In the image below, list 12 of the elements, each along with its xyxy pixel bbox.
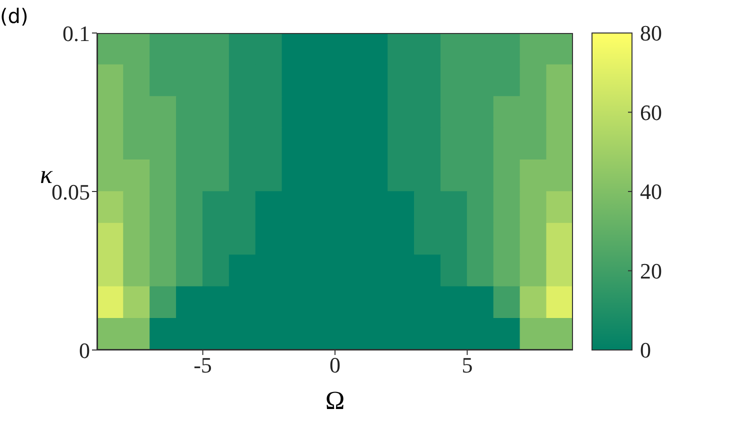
color-bar-label: 80 (640, 20, 662, 46)
x-tick-label: 5 (462, 352, 473, 378)
y-tick-label: 0.05 (52, 179, 90, 204)
color-bar-label: 40 (640, 179, 662, 204)
color-bar-label: 20 (640, 258, 662, 284)
chart-title: (d) (0, 4, 28, 28)
color-bar-label: 60 (640, 100, 662, 125)
x-axis-title: Ω (324, 386, 346, 416)
y-tick-label: 0.1 (62, 20, 90, 46)
y-axis-title: κ (40, 160, 52, 189)
x-tick-label: -5 (194, 352, 212, 378)
x-tick-label: 0 (330, 352, 340, 378)
